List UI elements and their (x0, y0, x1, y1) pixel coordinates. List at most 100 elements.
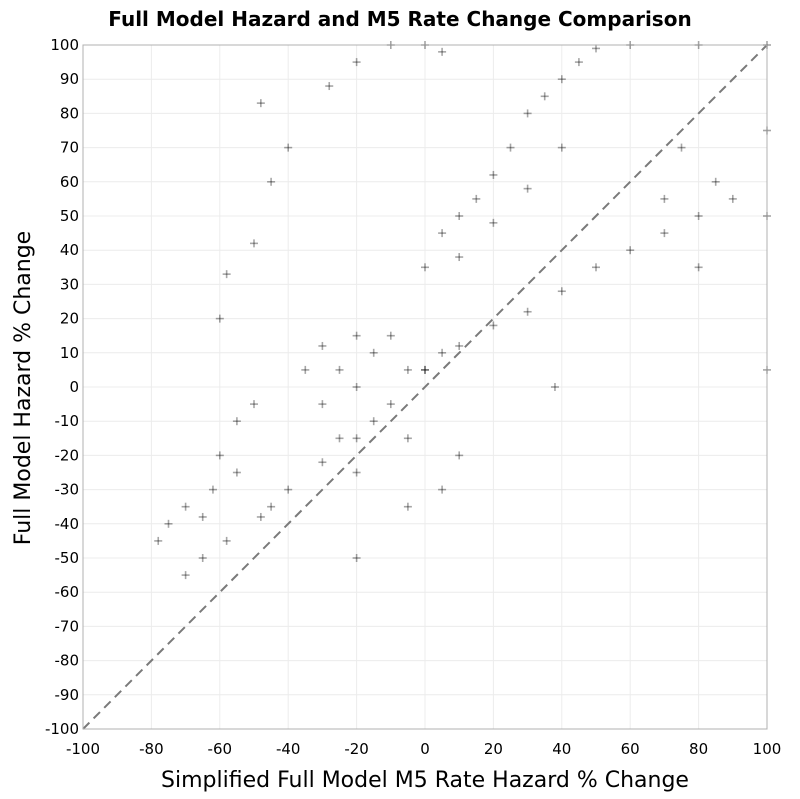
y-tick-label: -20 (55, 446, 80, 464)
scatter-point (386, 331, 395, 340)
scatter-point (728, 194, 737, 203)
scatter-point (232, 417, 241, 426)
x-tick-label: -40 (276, 740, 301, 758)
scatter-point (335, 434, 344, 443)
scatter-point (421, 365, 429, 374)
x-tick-label: -100 (66, 740, 100, 758)
scatter-point (352, 331, 361, 340)
scatter-point (626, 246, 635, 255)
scatter-point (352, 554, 361, 562)
scatter-point (267, 502, 276, 511)
scatter-point (677, 143, 686, 152)
scatter-point (506, 143, 515, 152)
scatter-point (198, 512, 207, 521)
scatter-point (523, 109, 532, 118)
scatter-point (489, 321, 498, 330)
scatter-point (232, 468, 241, 477)
scatter-point (325, 82, 334, 91)
scatter-point (403, 502, 412, 511)
x-tick-labels: -100 -80 -60 -40 -20 0 20 40 60 80 100 (66, 740, 781, 758)
scatter-point (403, 434, 412, 443)
chart-title: Full Model Hazard and M5 Rate Change Com… (108, 7, 691, 31)
x-tick-label: -20 (344, 740, 369, 758)
scatter-point (472, 194, 481, 203)
scatter-point (181, 571, 190, 580)
scatter-point (455, 451, 464, 460)
x-tick-label: 100 (753, 740, 782, 758)
data-points (154, 41, 771, 580)
scatter-point (318, 400, 327, 409)
scatter-point (352, 58, 361, 67)
scatter-point (222, 536, 231, 545)
y-tick-label: 60 (60, 173, 79, 191)
scatter-point (592, 44, 600, 53)
scatter-point (489, 218, 498, 227)
y-tick-label: 90 (60, 70, 79, 88)
y-tick-label: -30 (55, 481, 80, 499)
y-tick-label: 20 (60, 310, 79, 328)
y-tick-label: -60 (55, 583, 80, 601)
y-tick-label: -40 (55, 515, 80, 533)
scatter-point (215, 451, 224, 460)
scatter-point (557, 287, 566, 296)
scatter-point (222, 270, 231, 279)
scatter-point (540, 92, 549, 101)
y-tick-label: 70 (60, 139, 79, 157)
y-tick-label: 30 (60, 275, 79, 293)
scatter-point (438, 47, 447, 56)
scatter-point (352, 383, 361, 391)
y-tick-label: 0 (69, 378, 79, 396)
y-tick-label: 100 (50, 36, 79, 54)
y-tick-label: -100 (45, 720, 79, 738)
scatter-point (369, 417, 378, 426)
scatter-point (369, 348, 378, 357)
scatter-point (438, 485, 447, 494)
scatter-point (403, 365, 412, 374)
scatter-point (386, 400, 395, 409)
scatter-point (256, 512, 265, 521)
x-tick-label: 40 (552, 740, 571, 758)
scatter-point (208, 485, 217, 494)
x-tick-label: 0 (420, 740, 430, 758)
scatter-point (421, 263, 429, 272)
scatter-point (711, 177, 720, 186)
x-tick-label: -60 (208, 740, 233, 758)
scatter-point (455, 212, 464, 220)
scatter-point (660, 229, 669, 238)
y-tick-label: 80 (60, 104, 79, 122)
scatter-point (352, 434, 361, 443)
y-tick-label: 10 (60, 344, 79, 362)
scatter-point (318, 341, 327, 350)
scatter-point (301, 365, 310, 374)
scatter-point (284, 143, 293, 152)
scatter-point (660, 194, 669, 203)
scatter-point (489, 170, 498, 179)
scatter-point (438, 229, 447, 238)
y-tick-labels: 1009080706050403020100-10-20-30-40-50-60… (45, 36, 79, 738)
y-tick-label: -70 (55, 617, 80, 635)
scatter-point (694, 212, 703, 220)
y-tick-label: -90 (55, 686, 80, 704)
scatter-point (557, 143, 566, 152)
scatter-point (164, 519, 173, 528)
scatter-point (421, 365, 429, 374)
scatter-point (215, 314, 224, 323)
scatter-point (250, 239, 258, 248)
scatter-point (181, 502, 190, 511)
scatter-point (557, 75, 566, 84)
x-tick-label: -80 (139, 740, 164, 758)
y-tick-label: 40 (60, 241, 79, 259)
y-tick-label: 50 (60, 207, 79, 225)
scatter-point (438, 348, 447, 357)
scatter-point (284, 485, 293, 494)
scatter-point (198, 554, 207, 562)
x-tick-label: 60 (621, 740, 640, 758)
scatter-point (550, 383, 559, 391)
x-tick-label: 80 (689, 740, 708, 758)
plot-frame (82, 44, 768, 730)
y-tick-label: -50 (55, 549, 80, 567)
scatter-point (694, 263, 703, 272)
scatter-point (256, 99, 265, 108)
scatter-point (267, 177, 276, 186)
